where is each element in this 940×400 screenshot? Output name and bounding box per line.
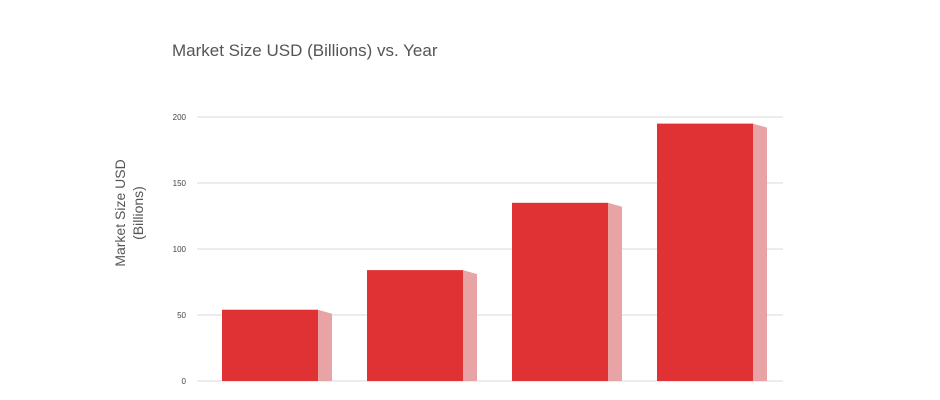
chart-title: Market Size USD (Billions) vs. Year [172,41,438,60]
y-tick-label: 200 [173,113,187,122]
y-tick-label: 0 [182,377,187,386]
bars [222,123,767,381]
bar [512,202,622,381]
bar [367,270,477,381]
bar-side [318,309,332,381]
bar-face [367,270,463,381]
bar-side [753,123,767,381]
bar-face [657,123,753,381]
y-tick-label: 100 [173,245,187,254]
y-tick-labels: 0 50 100 150 200 [173,113,187,386]
bar-side [608,202,622,381]
bar-face [512,202,608,381]
y-tick-label: 150 [173,179,187,188]
bar [657,123,767,381]
y-tick-label: 50 [177,311,186,320]
bar-side [463,270,477,381]
bar [222,309,332,381]
bar-face [222,309,318,381]
